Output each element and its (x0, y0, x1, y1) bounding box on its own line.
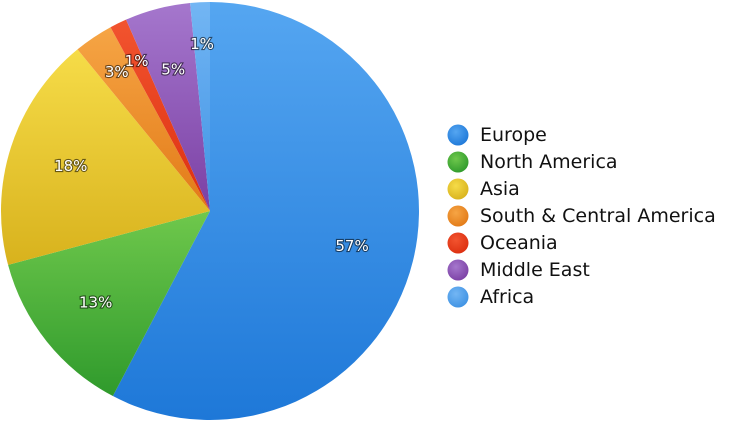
legend-label-oceania: Oceania (480, 232, 558, 254)
legend: Europe North America Asia South & Central A… (447, 124, 716, 308)
legend-swatch-asia (447, 178, 469, 200)
legend-label-north-america: North America (480, 151, 618, 173)
legend-item-oceania: Oceania (447, 232, 558, 254)
legend-label-middle-east: Middle East (480, 259, 590, 281)
legend-swatch-africa (447, 286, 469, 308)
slice-label-oceania: 1% (125, 52, 149, 70)
legend-label-europe: Europe (480, 124, 547, 146)
slice-label-middle-east: 5% (161, 60, 185, 78)
legend-item-asia: Asia (447, 178, 520, 200)
slice-label-europe: 57% (335, 237, 368, 255)
slice-label-south-central-america: 3% (105, 63, 129, 81)
legend-swatch-europe (447, 124, 469, 146)
slice-label-asia: 18% (54, 157, 87, 175)
legend-swatch-north-america (447, 151, 469, 173)
slice-label-africa: 1% (190, 35, 214, 53)
legend-label-africa: Africa (480, 286, 534, 308)
slice-north-america (8, 211, 210, 397)
legend-swatch-middle-east (447, 259, 469, 281)
slice-label-north-america: 13% (79, 293, 112, 311)
legend-item-north-america: North America (447, 151, 618, 173)
slice-middle-east (126, 2, 210, 212)
legend-item-europe: Europe (447, 124, 547, 146)
slice-oceania (110, 19, 210, 211)
slice-europe (112, 2, 420, 421)
legend-item-middle-east: Middle East (447, 259, 590, 281)
slice-south-central-america (77, 27, 210, 211)
legend-swatch-oceania (447, 232, 469, 254)
slice-africa (190, 2, 210, 211)
legend-label-south-central-america: South & Central America (480, 205, 716, 227)
slices-layer (0, 2, 420, 421)
legend-label-asia: Asia (480, 178, 520, 200)
legend-item-south-central-america: South & Central America (447, 205, 716, 227)
slice-asia (0, 49, 211, 265)
legend-item-africa: Africa (447, 286, 534, 308)
legend-swatch-south-central-america (447, 205, 469, 227)
slice-labels-layer: 57%13%18%3%1% 5%1% (53, 34, 370, 313)
